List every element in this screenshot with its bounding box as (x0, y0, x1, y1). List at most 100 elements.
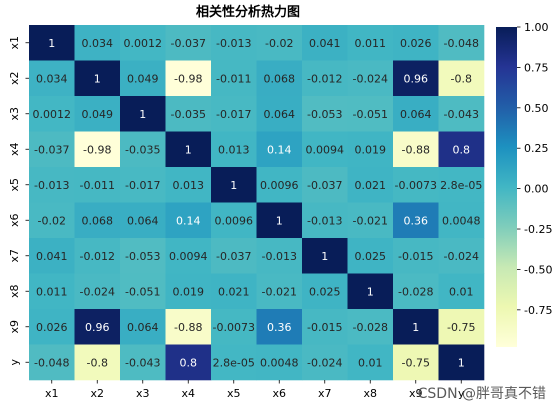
heatmap-cell (74, 167, 121, 203)
heatmap-cell (347, 344, 394, 381)
cell-value-label: 0.025 (309, 285, 341, 298)
heatmap-cell (393, 25, 439, 61)
cell-value-label: 1 (458, 356, 465, 369)
cell-value-label: 0.013 (218, 143, 250, 156)
cell-value-label: 1 (48, 37, 55, 50)
cell-value-label: -0.024 (353, 72, 388, 85)
cell-value-label: -0.013 (34, 179, 69, 192)
heatmap-cell (438, 96, 485, 132)
heatmap-cell (211, 60, 257, 97)
cell-value-label: -0.021 (262, 285, 297, 298)
cell-value-label: -0.021 (353, 214, 388, 227)
cell-value-label: 0.034 (36, 72, 68, 85)
heatmap-cell (393, 167, 439, 203)
cell-value-label: 1 (185, 143, 192, 156)
heatmap-cell (256, 167, 303, 203)
colorbar-tick-label: 0.75 (524, 61, 549, 74)
heatmap-cell (347, 273, 394, 310)
cell-value-label: -0.037 (216, 250, 251, 263)
heatmap-cell (302, 344, 348, 381)
heatmap-cell (438, 167, 485, 203)
cell-value-label: -0.02 (38, 214, 66, 227)
y-tick-label: x6 (8, 213, 21, 227)
heatmap-cell (302, 167, 348, 203)
y-tick-label: x1 (8, 36, 21, 50)
cell-value-label: 0.0012 (124, 37, 163, 50)
cell-value-label: -0.011 (216, 72, 251, 85)
cell-value-label: -0.88 (402, 143, 430, 156)
heatmap-cell (256, 309, 303, 345)
cell-value-label: 0.041 (36, 250, 68, 263)
cell-value-label: 1 (94, 72, 101, 85)
cell-value-label: -0.017 (216, 108, 251, 121)
colorbar-tick-label: 0.25 (524, 142, 549, 155)
heatmap-cell (347, 309, 394, 345)
heatmap-cell (393, 309, 439, 345)
cell-value-label: 0.0048 (442, 214, 481, 227)
cell-value-label: 0.064 (127, 321, 159, 334)
cell-value-label: 0.0096 (260, 179, 299, 192)
colorbar-gradient (496, 27, 517, 347)
x-tick-label: y (458, 387, 465, 400)
cell-value-label: -0.013 (216, 37, 251, 50)
cell-value-label: 0.026 (36, 321, 68, 334)
heatmap-cell (438, 238, 485, 274)
x-tick-label: x8 (363, 387, 377, 400)
heatmap-cell (347, 96, 394, 132)
heatmap-cell (120, 202, 166, 239)
heatmap-cell (393, 344, 439, 381)
heatmap-cell (302, 25, 348, 61)
cell-value-label: -0.043 (444, 108, 479, 121)
cell-value-label: -0.024 (80, 285, 115, 298)
cell-value-label: -0.02 (265, 37, 293, 50)
heatmap-cell (438, 60, 485, 97)
chart-title: 相关性分析热力图 (196, 4, 300, 20)
cell-value-label: 0.064 (264, 108, 296, 121)
cell-value-label: 0.011 (36, 285, 68, 298)
cell-value-label: 0.0012 (33, 108, 72, 121)
x-tick-label: x6 (272, 387, 286, 400)
cell-value-label: 0.021 (355, 179, 387, 192)
cell-value-label: -0.028 (398, 285, 433, 298)
cell-value-label: -0.051 (353, 108, 388, 121)
cell-value-label: 0.0094 (306, 143, 345, 156)
heatmap-cell (29, 167, 75, 203)
cell-value-label: 1 (276, 214, 283, 227)
cell-value-label: -0.015 (307, 321, 342, 334)
heatmap-cell (74, 96, 121, 132)
heatmap-cell (165, 131, 212, 168)
heatmap-cell (256, 131, 303, 168)
heatmap-cell (393, 202, 439, 239)
heatmap-cells: 1 0.034 0.0012 -0.037 -0.013 -0.02 0.041 0.011 0… (29, 25, 485, 381)
y-tick-label: x3 (8, 107, 21, 121)
cell-value-label: -0.048 (34, 356, 69, 369)
cell-value-label: -0.98 (174, 72, 202, 85)
cell-value-label: -0.035 (171, 108, 206, 121)
heatmap-cell (120, 96, 166, 132)
heatmap-cell (347, 131, 394, 168)
colorbar-tick-label: -0.25 (524, 223, 552, 236)
y-axis: x1 x2 x3 x4 x5 x6 x7 x8 x9 y (8, 36, 29, 366)
heatmap-cell (29, 273, 75, 310)
heatmap-cell (438, 273, 485, 310)
heatmap-cell (393, 96, 439, 132)
heatmap-cell (256, 238, 303, 274)
cell-value-label: -0.037 (171, 37, 206, 50)
cell-value-label: 0.021 (218, 285, 250, 298)
heatmap-cell (120, 238, 166, 274)
x-tick-label: x7 (318, 387, 332, 400)
heatmap-cell (211, 238, 257, 274)
cell-value-label: 0.019 (173, 285, 205, 298)
heatmap-cell (211, 131, 257, 168)
cell-value-label: 0.0094 (169, 250, 208, 263)
heatmap-cell (438, 202, 485, 239)
colorbar-tick-label: 0.00 (524, 183, 549, 196)
heatmap-cell (256, 96, 303, 132)
colorbar: 1.00 0.75 0.50 0.25 0.00 -0.25 -0.50 -0.75 (496, 21, 552, 347)
y-tick-label: x2 (8, 71, 21, 85)
cell-value-label: -0.013 (262, 250, 297, 263)
heatmap-cell (165, 273, 212, 310)
heatmap-cell (302, 60, 348, 97)
cell-value-label: 0.049 (82, 108, 114, 121)
